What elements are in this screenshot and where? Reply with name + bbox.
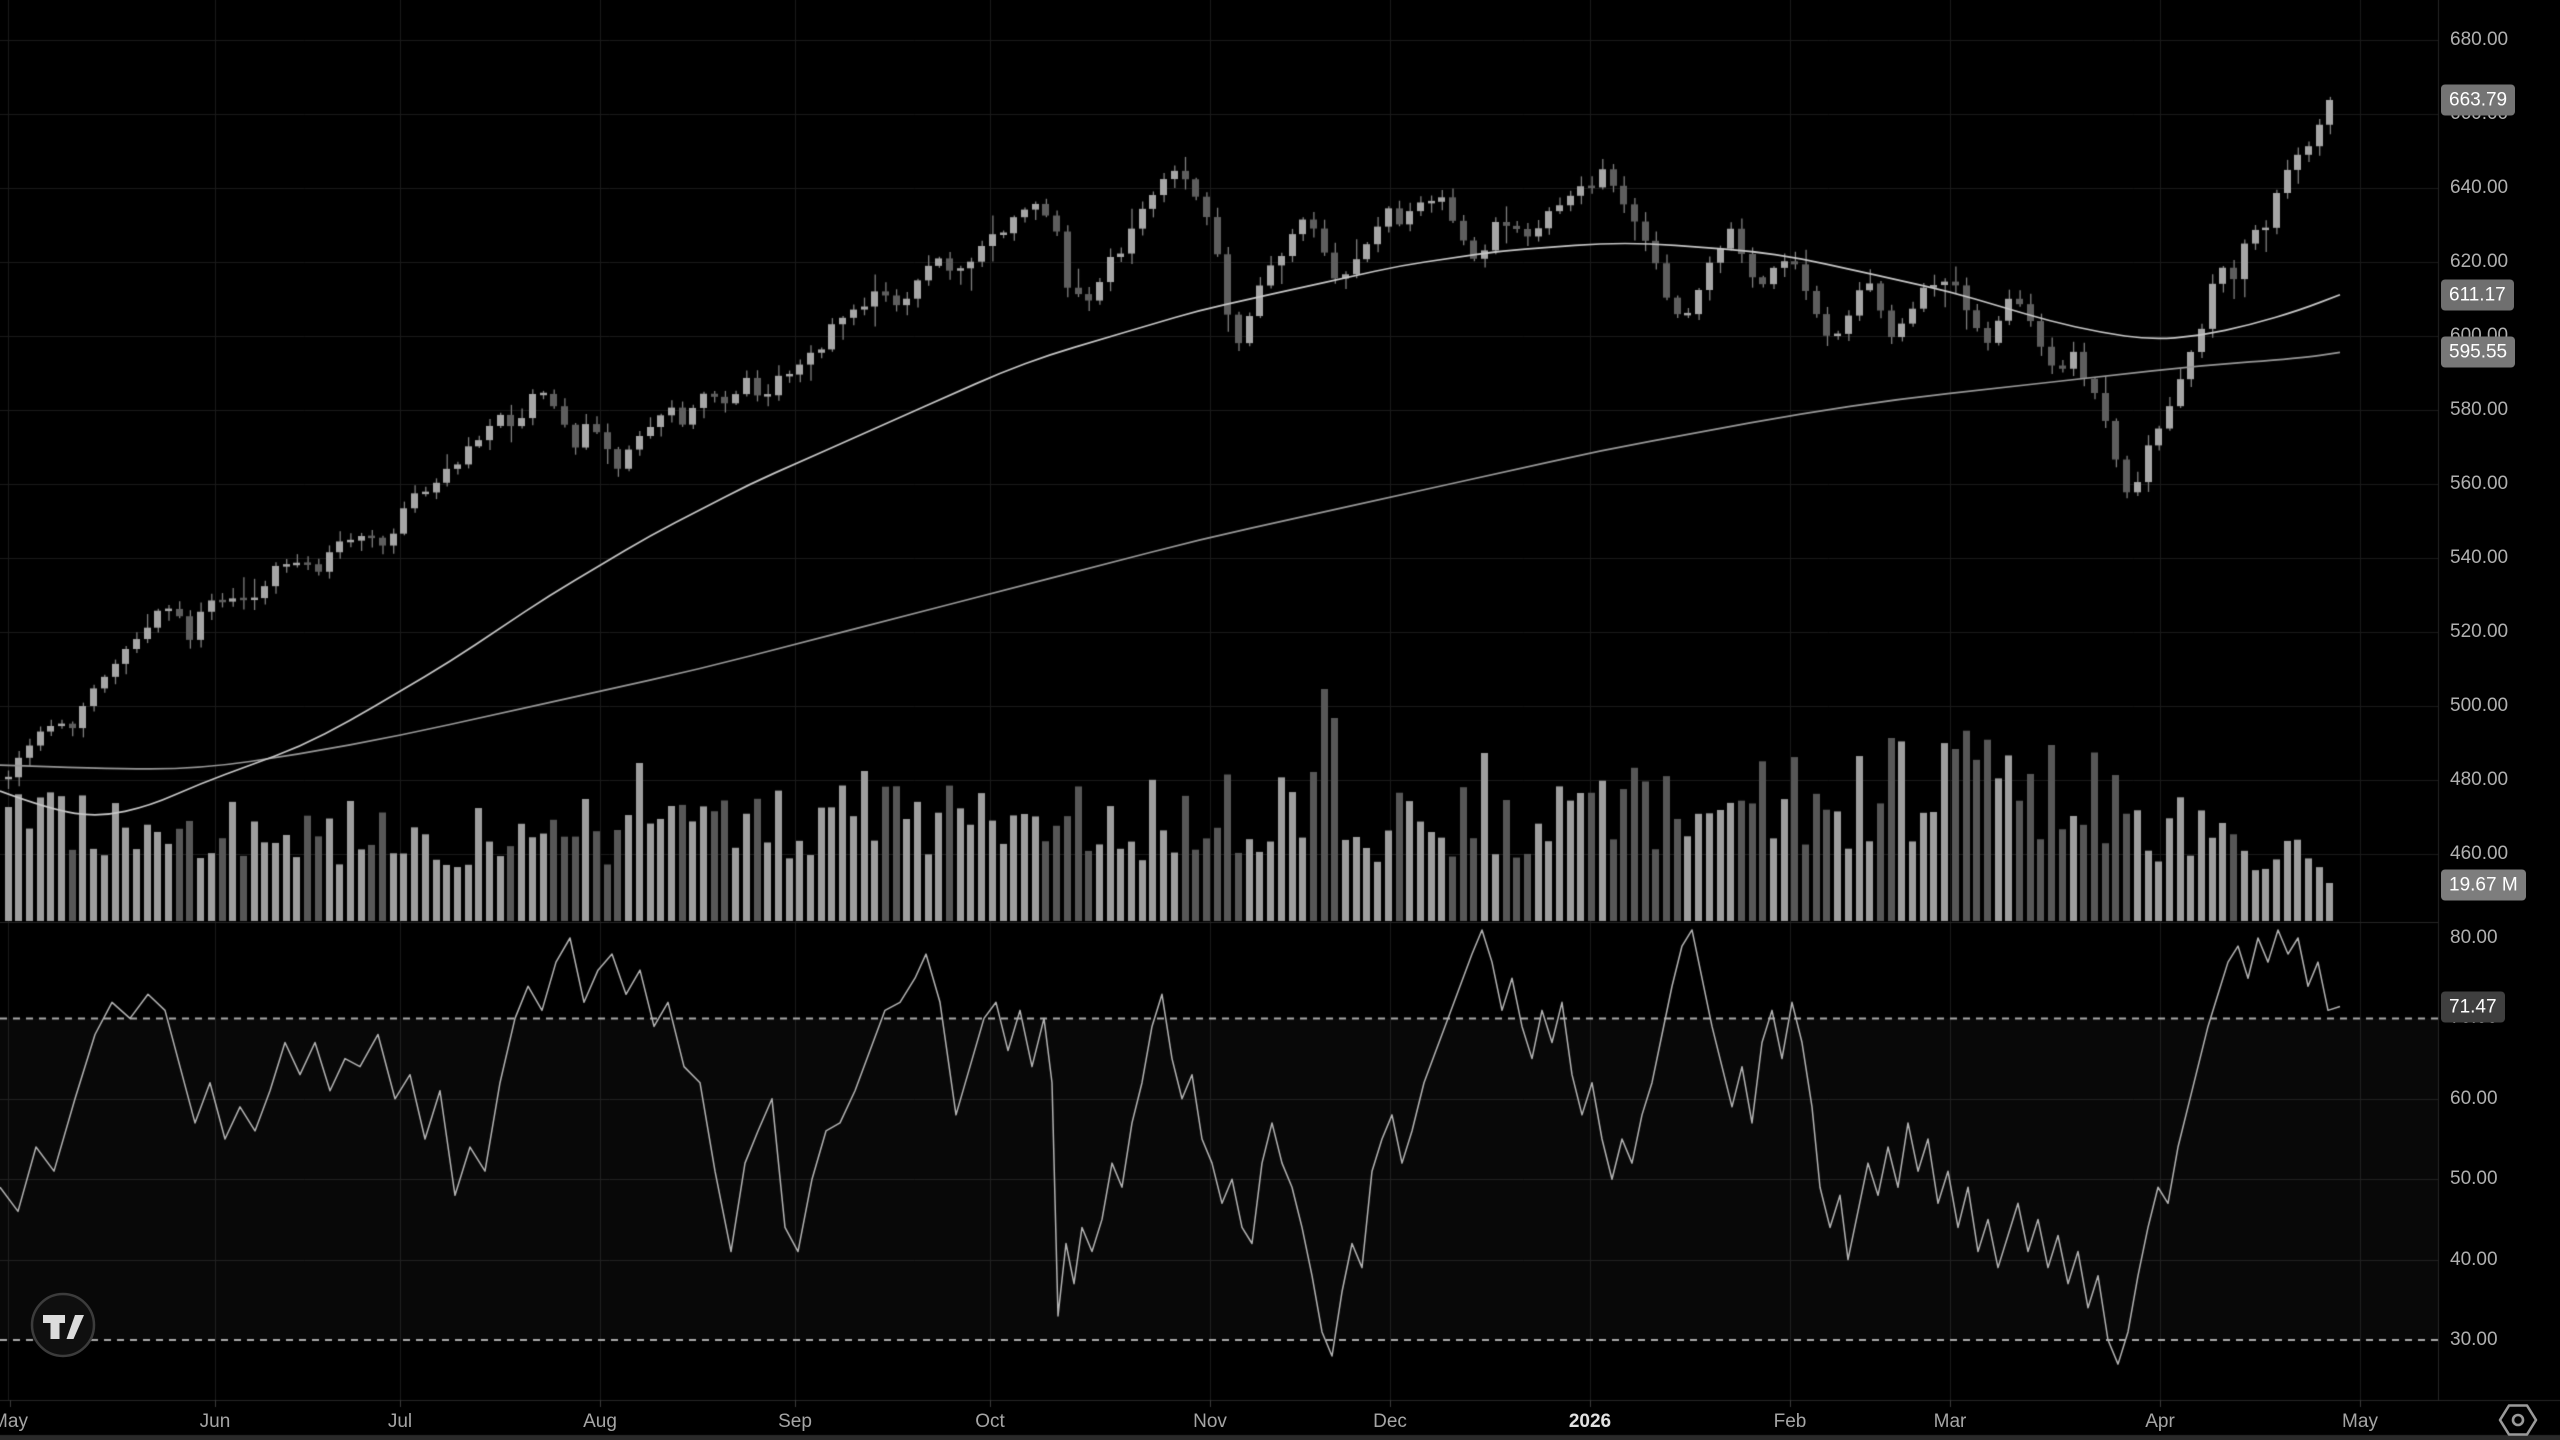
tradingview-logo[interactable] [30,1292,96,1358]
rsi-tick-label: 50.00 [2450,1168,2498,1190]
rsi-badge: 71.47 [2441,991,2505,1023]
time-axis-month-label: Aug [583,1411,617,1432]
price-tick-label: 460.00 [2450,843,2509,864]
time-axis-year-label: 2026 [1568,1411,1612,1432]
volume-badge: 19.67 M [2441,869,2526,901]
time-axis-month-label: May [0,1411,28,1432]
ma-slow-badge: 595.55 [2441,336,2516,368]
tradingview-logo-glyph-v [66,1315,84,1339]
price-tick-label: 580.00 [2450,399,2509,420]
price-tick-label: 540.00 [2450,547,2509,568]
settings-icon-center [2511,1413,2525,1427]
price-tick-label: 620.00 [2450,251,2509,272]
rsi-tick-label: 40.00 [2450,1248,2498,1270]
settings-icon-hexagon [2498,1404,2538,1436]
price-tick-label: 480.00 [2450,769,2509,790]
rsi-tick-label: 80.00 [2450,927,2498,948]
time-axis-month-label: Dec [1373,1411,1407,1432]
time-axis-month-label: Jul [387,1411,413,1432]
price-tick-label: 640.00 [2450,177,2509,198]
time-axis-month-label: Nov [1193,1411,1227,1432]
time-axis-month-label: Oct [975,1411,1005,1432]
last-price-badge: 663.79 [2441,84,2516,116]
price-tick-label: 500.00 [2450,695,2509,716]
time-axis-month-label: Apr [2145,1411,2175,1432]
ma-fast-badge: 611.17 [2441,279,2514,311]
price-tick-label: 680.00 [2450,29,2509,50]
tradingview-logo-glyph-t [43,1315,65,1339]
time-axis-month-label: May [2342,1411,2378,1432]
settings-icon[interactable] [2496,1398,2540,1440]
time-axis-month-label: Feb [1773,1411,1807,1432]
tradingview-logo-circle [30,1292,96,1358]
time-axis-month-label: Mar [1933,1411,1967,1432]
price-tick-label: 520.00 [2450,621,2509,642]
rsi-tick-label: 60.00 [2450,1087,2498,1109]
time-axis-month-label: Sep [778,1411,812,1432]
price-tick-label: 560.00 [2450,473,2509,494]
time-axis-month-label: Jun [199,1411,231,1432]
rsi-tick-label: 30.00 [2450,1329,2498,1350]
